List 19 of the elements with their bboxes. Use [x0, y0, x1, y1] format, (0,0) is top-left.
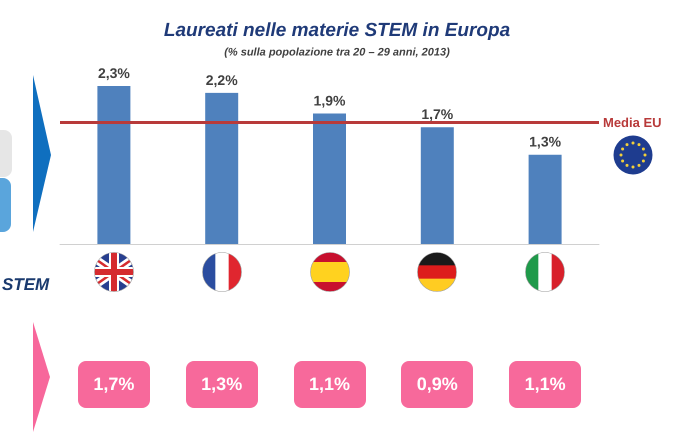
chart-title: Laureati nelle materie STEM in Europa [164, 20, 511, 41]
badge: 1,1% [294, 361, 366, 408]
data-label: 1,9% [314, 92, 346, 108]
data-label: 2,3% [98, 65, 130, 81]
bar [420, 127, 454, 244]
data-label: 2,2% [206, 72, 238, 88]
ref-line-label: Media EU [603, 114, 662, 130]
bar [205, 92, 238, 244]
data-label: 1,3% [529, 134, 562, 150]
bar [97, 86, 130, 244]
badge: 1,1% [509, 361, 582, 408]
text: STEM [2, 274, 50, 296]
chart-subtitle: (% sulla popolazione tra 20 – 29 anni, 2013) [224, 46, 450, 58]
bar [313, 113, 346, 244]
badge: 1,3% [186, 361, 258, 408]
badge: 0,9% [401, 361, 474, 408]
data-label: 1,7% [421, 106, 454, 122]
bar [528, 154, 562, 244]
badge: 1,7% [78, 361, 150, 408]
